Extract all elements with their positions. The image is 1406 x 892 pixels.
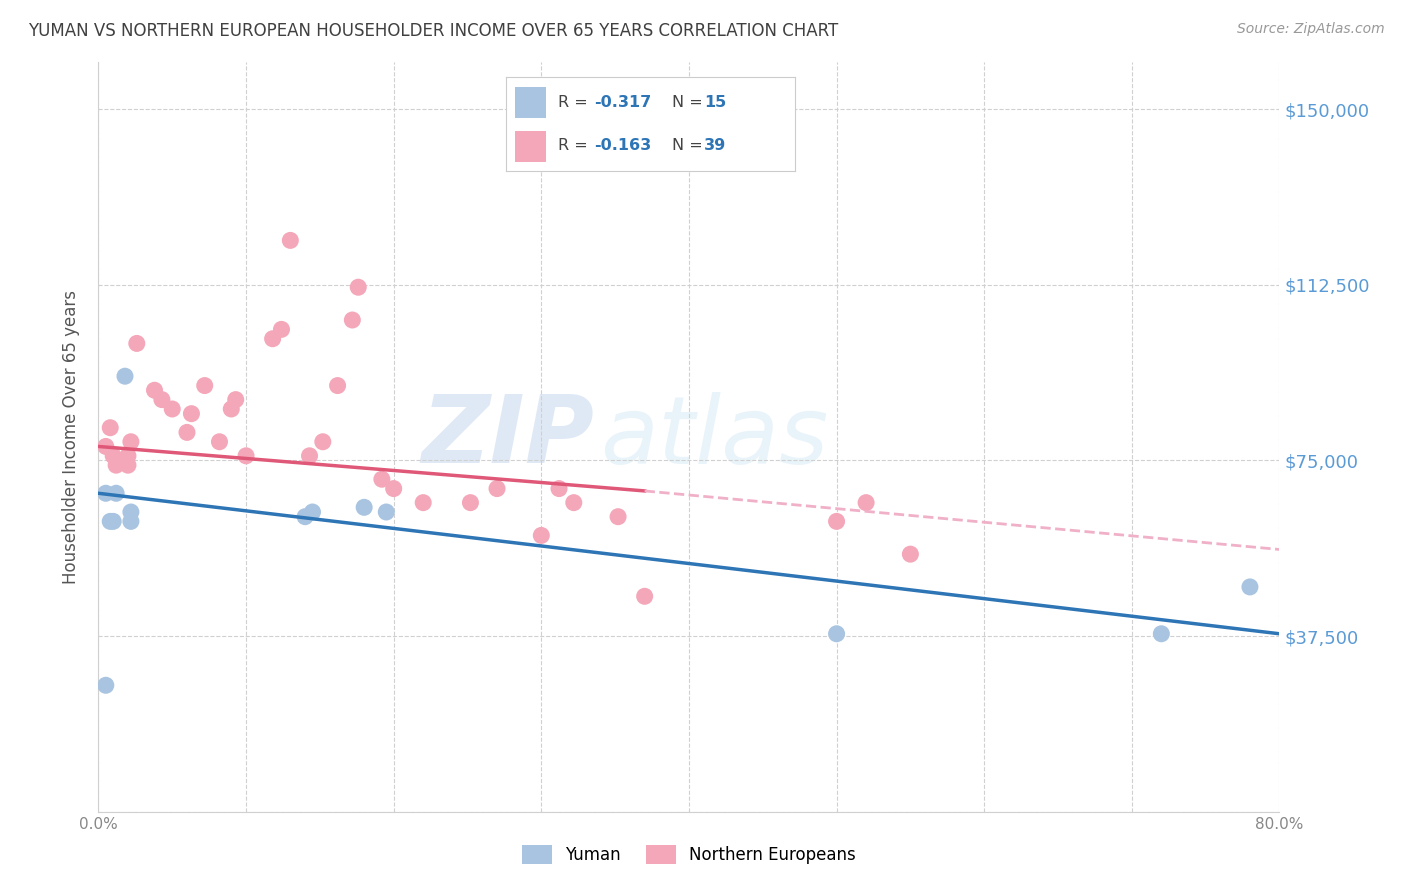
Point (312, 434, 335, 449)
Point (280, 233, 302, 247)
Point (143, 384, 166, 398)
Point (607, 509, 630, 524)
Point (105, 458, 128, 473)
Point (262, 332, 284, 346)
Point (530, 528, 553, 542)
Point (117, 449, 139, 463)
Point (225, 392, 247, 407)
Text: Source: ZipAtlas.com: Source: ZipAtlas.com (1237, 22, 1385, 37)
Point (98, 421, 121, 435)
Point (94, 486, 117, 500)
Point (194, 378, 217, 392)
Point (375, 505, 398, 519)
Point (270, 322, 292, 336)
Point (150, 392, 173, 407)
Point (94, 678, 117, 692)
Point (221, 401, 243, 416)
Text: atlas: atlas (600, 392, 828, 483)
Point (94, 440, 117, 453)
Point (162, 401, 183, 416)
Point (460, 496, 482, 510)
Point (294, 509, 316, 524)
Point (301, 505, 323, 519)
Text: YUMAN VS NORTHERN EUROPEAN HOUSEHOLDER INCOME OVER 65 YEARS CORRELATION CHART: YUMAN VS NORTHERN EUROPEAN HOUSEHOLDER I… (28, 22, 838, 40)
Point (486, 482, 509, 496)
Legend: Yuman, Northern Europeans: Yuman, Northern Europeans (515, 838, 863, 871)
Point (900, 547, 922, 561)
Point (342, 313, 364, 327)
Point (120, 505, 142, 519)
Point (105, 486, 128, 500)
Text: ZIP: ZIP (422, 391, 595, 483)
Point (548, 482, 571, 496)
Point (562, 496, 585, 510)
Point (103, 514, 125, 528)
Point (176, 425, 198, 440)
Point (125, 336, 148, 351)
Point (120, 434, 142, 449)
Point (117, 458, 139, 473)
Point (382, 482, 405, 496)
Point (825, 514, 848, 528)
Y-axis label: Householder Income Over 65 years: Householder Income Over 65 years (62, 290, 80, 584)
Point (855, 496, 877, 510)
Point (208, 434, 231, 449)
Point (412, 496, 434, 510)
Point (98, 514, 121, 528)
Point (1150, 626, 1173, 640)
Point (353, 500, 375, 515)
Point (347, 280, 370, 294)
Point (326, 378, 349, 392)
Point (825, 626, 848, 640)
Point (235, 449, 257, 463)
Point (103, 449, 125, 463)
Point (371, 472, 394, 486)
Point (298, 449, 321, 463)
Point (634, 590, 657, 604)
Point (180, 407, 202, 421)
Point (1239, 580, 1261, 594)
Point (120, 514, 142, 528)
Point (114, 369, 136, 384)
